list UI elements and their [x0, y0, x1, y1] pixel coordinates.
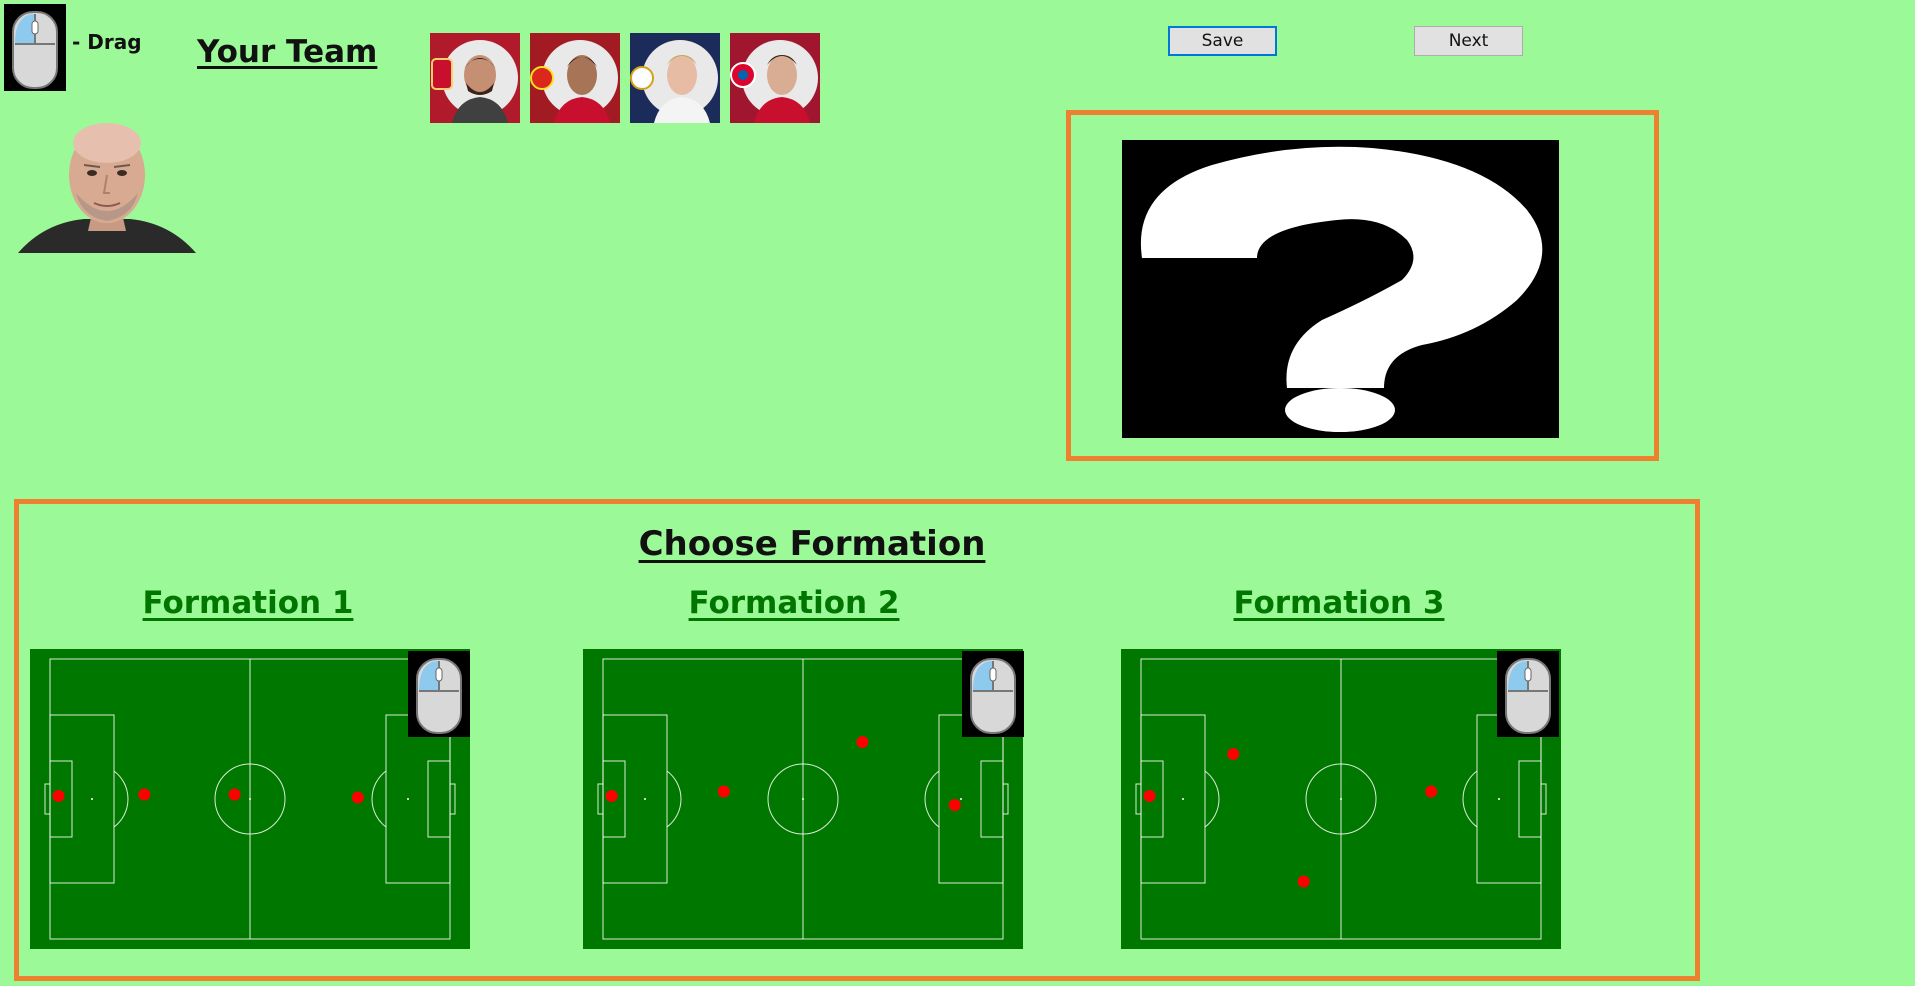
player-position-dot — [351, 791, 364, 804]
player-position-dot — [52, 790, 65, 802]
player-position-dot — [1143, 790, 1156, 802]
mouse-click-hint-icon — [962, 651, 1024, 737]
player-position-dot — [717, 785, 730, 798]
next-button[interactable]: Next — [1414, 26, 1523, 56]
question-mark-icon — [1122, 140, 1559, 438]
mouse-drag-hint-icon — [4, 4, 66, 91]
save-button[interactable]: Save — [1168, 26, 1277, 56]
player-position-dot — [1425, 785, 1438, 798]
player-position-dot — [1297, 875, 1310, 888]
formation-3-pitch[interactable] — [1121, 649, 1561, 949]
player-position-dot — [1227, 748, 1240, 760]
player-position-dot — [605, 790, 618, 802]
formation-3-title: Formation 3 — [1233, 585, 1445, 621]
formation-panel — [14, 499, 1700, 981]
player-position-dot — [856, 736, 869, 748]
player-preview-frame — [1066, 110, 1659, 461]
manager-portrait-icon[interactable] — [14, 113, 200, 253]
drag-hint-label: - Drag — [72, 30, 142, 54]
formation-2-title: Formation 2 — [688, 585, 900, 621]
player-card-4[interactable] — [730, 33, 820, 123]
formation-1-title: Formation 1 — [142, 585, 354, 621]
mouse-click-hint-icon — [1497, 651, 1559, 737]
player-card-3[interactable] — [630, 33, 720, 123]
player-card-2[interactable] — [530, 33, 620, 123]
player-card-1[interactable] — [430, 33, 520, 123]
player-position-dot — [948, 799, 961, 811]
mouse-click-hint-icon — [408, 651, 470, 737]
your-team-title: Your Team — [197, 34, 378, 70]
formation-1-pitch[interactable] — [30, 649, 470, 949]
formation-2-pitch[interactable] — [583, 649, 1023, 949]
player-position-dot — [138, 788, 151, 801]
player-position-dot — [228, 788, 241, 801]
choose-formation-title: Choose Formation — [638, 524, 986, 564]
